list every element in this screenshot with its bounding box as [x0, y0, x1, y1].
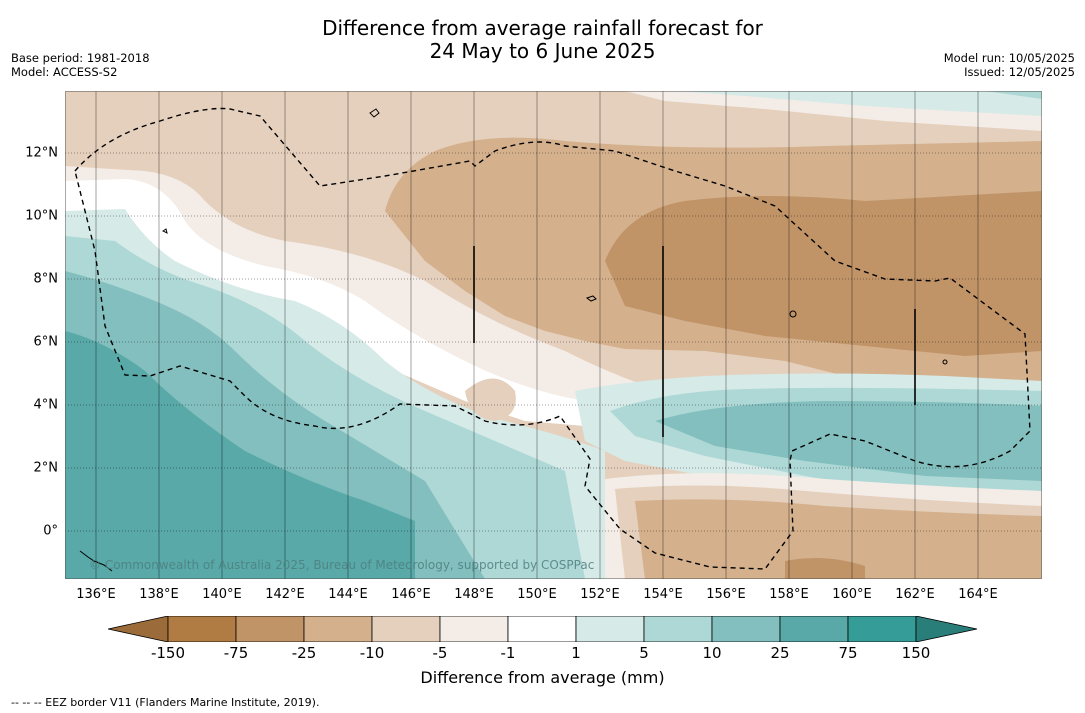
- field-se-75: [785, 557, 865, 579]
- base-period: Base period: 1981-2018: [11, 51, 150, 65]
- field-west-light: [65, 166, 665, 421]
- islands: [79, 108, 948, 572]
- x-tick-label: 160°E: [832, 587, 872, 602]
- colorbar-segment: [371, 616, 441, 642]
- y-tick-label: 0°: [43, 523, 58, 539]
- colorbar-segment: [507, 616, 577, 642]
- colorbar-tick-label: 150: [901, 644, 931, 662]
- colorbar-segment: [439, 616, 509, 642]
- colorbar-segment: [167, 616, 237, 642]
- meridian-lines: [95, 91, 979, 579]
- colorbar-tick-label: 25: [770, 644, 790, 662]
- x-tick-label: 144°E: [328, 587, 368, 602]
- x-tick-label: 156°E: [706, 587, 746, 602]
- y-tick-label: 8°N: [33, 271, 59, 287]
- parallel-lines: [65, 152, 1042, 532]
- colorbar-segment: [643, 616, 713, 642]
- x-tick-label: 142°E: [265, 587, 305, 602]
- field-brown-75: [605, 191, 1042, 356]
- x-tick-label: 146°E: [391, 587, 431, 602]
- field-small-blob: [465, 378, 516, 421]
- colorbar-tick-label: 5: [639, 644, 649, 662]
- x-tick-label: 140°E: [202, 587, 242, 602]
- x-tick-label: 164°E: [958, 587, 998, 602]
- issued-date: Issued: 12/05/2025: [964, 65, 1075, 79]
- colorbar-tick-label: 10: [702, 644, 722, 662]
- colorbar-tick-label: -75: [223, 644, 249, 662]
- eez-border-west: [74, 107, 1031, 570]
- colorbar: [108, 616, 978, 642]
- copyright-notice: © Commonwealth of Australia 2025, Bureau…: [89, 558, 595, 572]
- x-tick-label: 162°E: [895, 587, 935, 602]
- y-tick-label: 4°N: [33, 397, 59, 413]
- field-se-25: [635, 499, 1042, 579]
- colorbar-segment: [303, 616, 373, 642]
- x-tick-label: 158°E: [769, 587, 809, 602]
- colorbar-segment: [711, 616, 781, 642]
- map-title-line1: Difference from average rainfall forecas…: [322, 16, 763, 40]
- field-west-white: [65, 179, 585, 426]
- x-tick-label: 148°E: [454, 587, 494, 602]
- colorbar-tick-label: -150: [150, 644, 186, 662]
- y-tick-label: 6°N: [33, 334, 59, 350]
- colorbar-under-arrow: [108, 616, 169, 642]
- field-teal-25: [65, 331, 415, 579]
- y-tick-label: 12°N: [25, 145, 58, 161]
- x-tick-label: 136°E: [76, 587, 116, 602]
- colorbar-tick-label: -5: [432, 644, 448, 662]
- y-tick-label: 2°N: [33, 460, 59, 476]
- map-title-line2: 24 May to 6 June 2025: [429, 39, 656, 63]
- x-tick-label: 138°E: [139, 587, 179, 602]
- x-tick-label: 154°E: [643, 587, 683, 602]
- field-north-teal2: [985, 91, 1042, 99]
- colorbar-tick-label: -10: [359, 644, 385, 662]
- colorbar-segment: [235, 616, 305, 642]
- model-name: Model: ACCESS-S2: [11, 65, 118, 79]
- x-tick-label: 150°E: [517, 587, 557, 602]
- colorbar-tick-label: -25: [291, 644, 317, 662]
- eez-footnote: -- -- -- EEZ border V11 (Flanders Marine…: [11, 696, 320, 709]
- colorbar-segment: [779, 616, 849, 642]
- model-run: Model run: 10/05/2025: [943, 51, 1075, 65]
- colorbar-tick-label: 1: [571, 644, 581, 662]
- colorbar-tick-label: -1: [500, 644, 516, 662]
- field-north-teal: [675, 91, 1042, 116]
- colorbar-segment: [847, 616, 917, 642]
- colorbar-tick-label: 75: [838, 644, 858, 662]
- x-tick-label: 152°E: [580, 587, 620, 602]
- rainfall-anomaly-map: [65, 91, 1042, 579]
- colorbar-over-arrow: [915, 616, 978, 642]
- field-eq-10: [655, 401, 1042, 481]
- colorbar-title: Difference from average (mm): [420, 668, 665, 687]
- colorbar-segment: [575, 616, 645, 642]
- y-tick-label: 10°N: [25, 208, 58, 224]
